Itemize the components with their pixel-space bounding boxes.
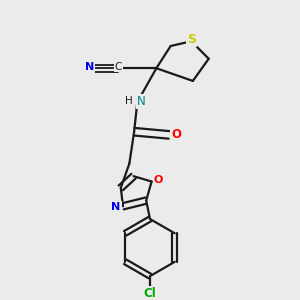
Text: S: S	[187, 33, 196, 46]
Text: O: O	[154, 175, 163, 185]
Text: N: N	[85, 62, 94, 72]
Text: C: C	[115, 62, 122, 72]
Text: H: H	[125, 96, 133, 106]
Text: O: O	[171, 128, 181, 141]
Text: Cl: Cl	[144, 287, 156, 300]
Text: N: N	[111, 202, 121, 212]
Text: N: N	[137, 95, 146, 108]
